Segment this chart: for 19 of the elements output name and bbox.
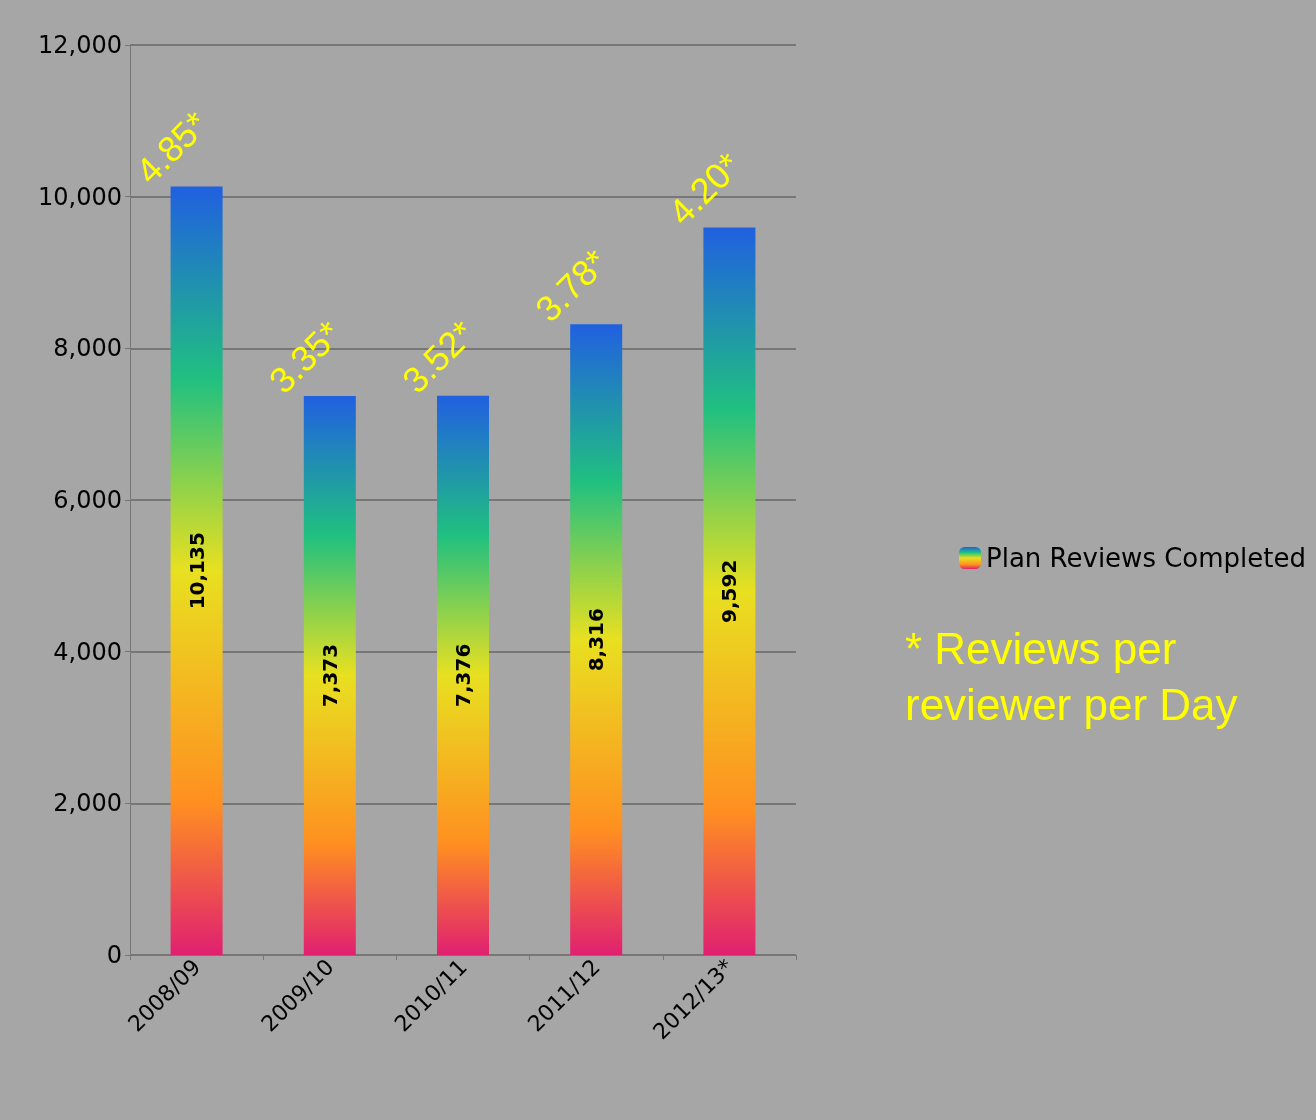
bar — [437, 395, 489, 955]
data-label: 7,376 — [451, 643, 475, 707]
data-label: 8,316 — [584, 608, 609, 672]
bar — [303, 395, 356, 955]
data-label: 7,373 — [317, 643, 342, 708]
bar — [170, 186, 223, 955]
data-label: 9,592 — [717, 559, 742, 623]
bar — [570, 324, 623, 955]
bar — [703, 227, 756, 955]
data-label: 10,135 — [184, 532, 209, 610]
text: * Reviews per reviewer per Day — [905, 623, 1238, 729]
legend-label: Plan Reviews Completed — [986, 543, 1307, 573]
y-tick-label: 8,000 — [53, 334, 122, 363]
y-tick-label: 6,000 — [53, 486, 122, 514]
y-tick-label: 2,000 — [53, 789, 122, 818]
y-tick-label: 10,000 — [38, 182, 122, 211]
y-tick-label: 4,000 — [53, 637, 122, 666]
y-tick-label: 12,000 — [38, 31, 122, 59]
y-tick-label: 0 — [106, 941, 122, 969]
